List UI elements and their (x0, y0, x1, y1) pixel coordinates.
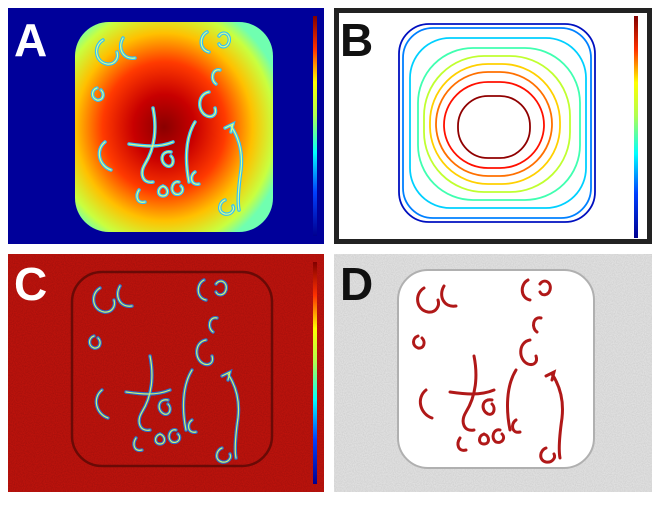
panel-label: B (340, 14, 373, 66)
plate-outline (70, 270, 274, 468)
colorbar (634, 16, 638, 238)
colorbar (313, 16, 317, 236)
panel-label: A (14, 14, 47, 66)
panel-label: C (14, 258, 47, 310)
panel-label: D (340, 258, 373, 310)
panel-a: A (8, 8, 324, 244)
contours (398, 23, 596, 223)
noise (8, 254, 324, 492)
plate (75, 22, 273, 232)
panel-c: C (8, 254, 324, 492)
panel-b: B (334, 8, 652, 244)
plate (397, 269, 595, 469)
panel-d: D (334, 254, 652, 492)
colorbar (313, 262, 317, 484)
panel-frame (334, 8, 652, 244)
